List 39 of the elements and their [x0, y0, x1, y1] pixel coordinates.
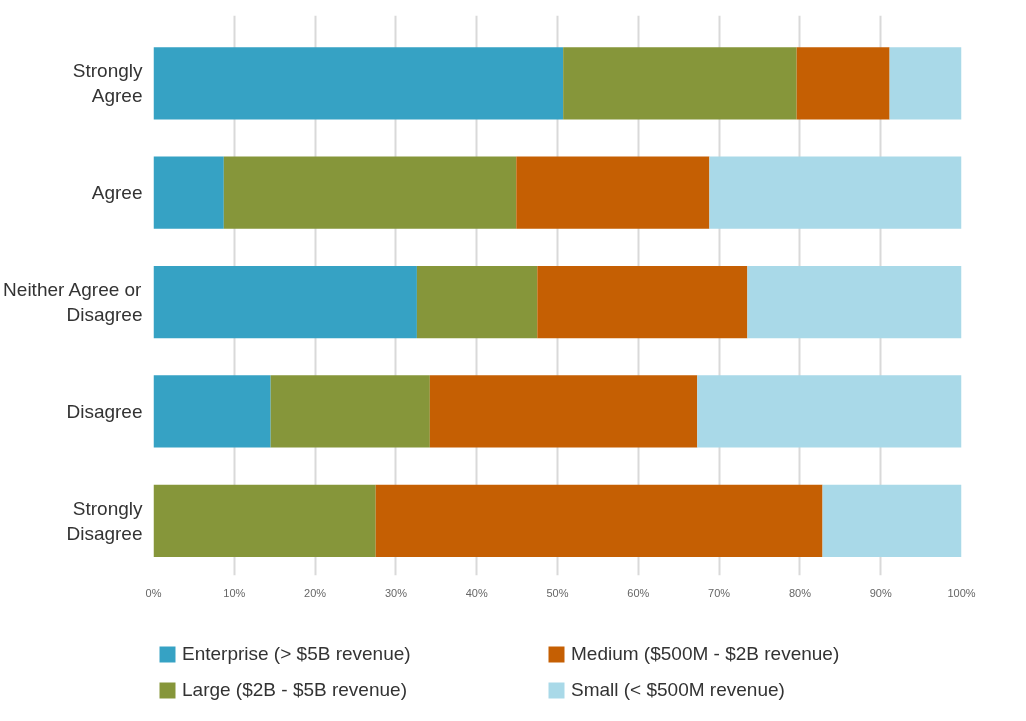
x-tick-label: 70%: [708, 586, 731, 599]
bar: [796, 47, 890, 120]
bar: [537, 265, 748, 339]
bar: [153, 375, 271, 448]
legend-label: Small (< $500M revenue): [571, 679, 786, 701]
y-tick-label: Strongly Disagree: [66, 497, 143, 544]
bar: [153, 484, 376, 557]
x-tick-label: 40%: [465, 586, 488, 599]
bar: [822, 484, 962, 557]
bar: [153, 47, 564, 120]
x-tick-label: 60%: [627, 586, 650, 599]
bar: [516, 156, 710, 229]
x-tick-label: 90%: [869, 586, 892, 599]
y-tick-label: Disagree: [66, 400, 143, 422]
y-tick-label: Agree: [91, 182, 143, 204]
legend-label: Medium ($500M - $2B revenue): [571, 643, 841, 665]
bar: [709, 156, 962, 229]
bar: [697, 375, 962, 448]
x-tick-label: 20%: [304, 586, 327, 599]
x-tick-label: 100%: [947, 586, 976, 599]
bar: [270, 375, 430, 448]
x-tick-label: 80%: [788, 586, 812, 599]
bar: [429, 375, 698, 448]
legend-label: Enterprise (> $5B revenue): [182, 643, 412, 665]
bar: [563, 47, 797, 120]
legend-label: Large ($2B - $5B revenue): [182, 679, 408, 701]
bar: [889, 47, 962, 120]
x-tick-label: 30%: [384, 586, 408, 599]
bar: [416, 265, 538, 339]
bar: [375, 484, 823, 557]
x-tick-label: 50%: [546, 586, 569, 599]
x-tick-label: 10%: [223, 586, 246, 599]
bar: [747, 265, 962, 339]
y-tick-label: Strongly Agree: [72, 60, 143, 107]
bar: [153, 156, 224, 229]
bar: [223, 156, 517, 229]
y-tick-label: Neither Agree or Disagree: [3, 278, 143, 326]
x-tick-label: 0%: [145, 586, 162, 599]
bar: [153, 265, 417, 339]
